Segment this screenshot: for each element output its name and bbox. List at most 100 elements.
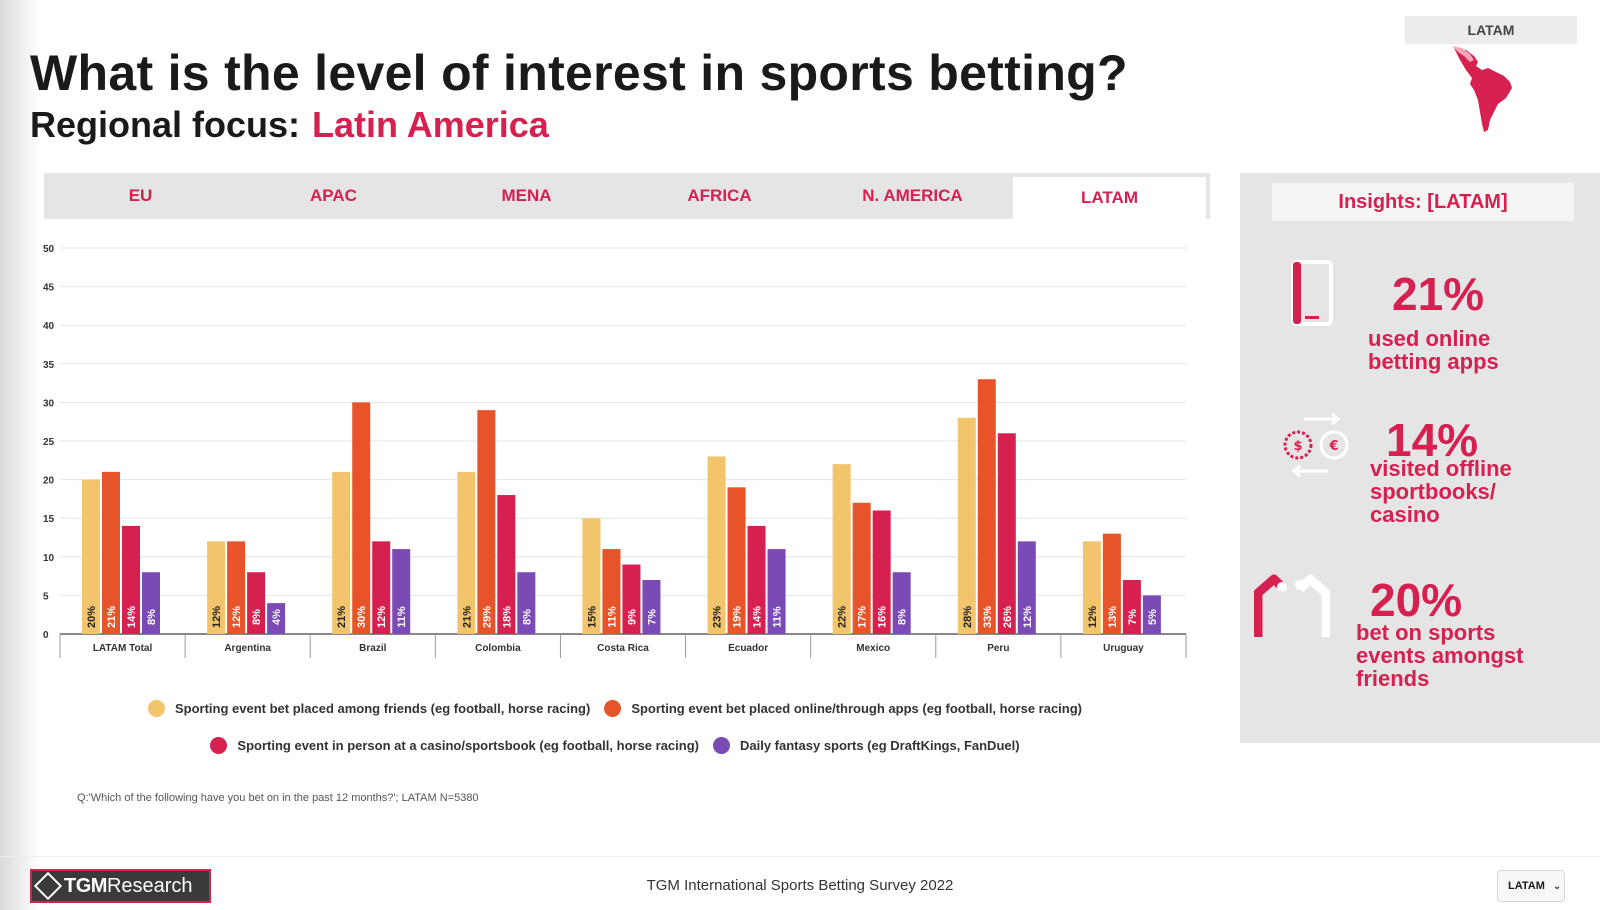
data-label: 11% — [606, 606, 618, 628]
x-tick-label: Argentina — [224, 643, 271, 654]
insight-2-line-2: sportbooks/ — [1370, 479, 1496, 504]
legend-item-casino: Sporting event in person at a casino/spo… — [210, 737, 699, 754]
data-label: 21% — [336, 606, 348, 628]
y-tick-label: 25 — [43, 437, 55, 448]
bar — [957, 417, 976, 634]
y-tick-label: 30 — [43, 398, 55, 409]
region-select-value: LATAM — [1508, 880, 1545, 892]
data-label: 18% — [501, 606, 513, 628]
insight-3-percent: 20% — [1370, 574, 1463, 626]
data-label: 5% — [1147, 609, 1159, 625]
insight-2-percent: 14% — [1386, 414, 1479, 466]
bar — [497, 495, 516, 634]
tab-apac[interactable]: APAC — [310, 186, 357, 205]
legend-row-1: Sporting event bet placed among friends … — [0, 700, 1230, 717]
insight-3-line-3: friends — [1356, 666, 1430, 691]
footer-divider — [0, 856, 1600, 857]
bar — [1142, 595, 1161, 634]
tab-africa[interactable]: AFRICA — [687, 186, 752, 205]
region-select[interactable]: LATAM ⌄ — [1497, 870, 1565, 902]
tab-latam[interactable]: LATAM — [1013, 177, 1206, 219]
bar — [207, 541, 226, 634]
bar — [872, 510, 891, 634]
insight-1-line-2: betting apps — [1368, 349, 1499, 374]
tab-mena[interactable]: MENA — [501, 186, 552, 205]
data-label: 4% — [271, 609, 283, 625]
region-label: LATAM — [1405, 16, 1577, 44]
data-label: 14% — [126, 606, 138, 628]
data-label: 16% — [877, 606, 889, 628]
bar — [82, 479, 100, 634]
tab-eu[interactable]: EU — [128, 186, 153, 205]
insight-1-text: used online betting apps — [1368, 327, 1499, 373]
bar — [247, 572, 266, 634]
svg-text:$: $ — [1293, 439, 1302, 454]
tab-n-america[interactable]: N. AMERICA — [862, 186, 963, 205]
latam-map-icon — [1452, 46, 1512, 132]
insight-1-percent: 21% — [1392, 268, 1485, 320]
data-label: 8% — [146, 609, 158, 625]
left-edge-shadow — [0, 0, 40, 910]
bar — [392, 549, 411, 634]
data-label: 23% — [712, 606, 724, 628]
data-label: 28% — [962, 606, 974, 628]
subtitle-region: Latin America — [312, 104, 549, 145]
bar — [727, 487, 746, 634]
data-label: 11% — [396, 606, 408, 628]
data-label: 8% — [251, 609, 263, 625]
bar — [372, 541, 391, 634]
bar — [832, 464, 851, 634]
currency-exchange-icon: $ € — [1283, 412, 1349, 477]
bar — [142, 572, 160, 634]
y-tick-label: 15 — [43, 514, 55, 525]
bar — [767, 549, 786, 634]
data-label: 26% — [1002, 606, 1014, 628]
insight-3-line-2: events amongst — [1356, 643, 1524, 668]
x-tick-label: Peru — [987, 643, 1009, 654]
data-label: 12% — [211, 606, 223, 628]
legend-item-online: Sporting event bet placed online/through… — [604, 700, 1082, 717]
bar — [102, 471, 120, 634]
y-tick-label: 20 — [43, 476, 55, 487]
data-label: 7% — [1127, 609, 1139, 625]
bar — [707, 456, 726, 634]
data-label: 15% — [586, 606, 598, 628]
data-label: 17% — [857, 606, 869, 628]
data-label: 21% — [106, 606, 118, 628]
bar — [582, 518, 601, 634]
y-tick-label: 45 — [43, 283, 55, 294]
footer-survey-title: TGM International Sports Betting Survey … — [646, 877, 954, 894]
survey-note: Q:'Which of the following have you bet o… — [77, 792, 479, 804]
x-tick-label: LATAM Total — [93, 643, 153, 654]
page-title: What is the level of interest in sports … — [30, 45, 1128, 101]
data-label: 21% — [461, 606, 473, 628]
data-label: 7% — [646, 609, 658, 625]
tgm-logo: TGM Research — [30, 869, 211, 903]
x-tick-label: Colombia — [475, 643, 521, 654]
region-tabs: EU APAC MENA AFRICA N. AMERICA LATAM — [44, 173, 1210, 219]
data-label: 33% — [982, 606, 994, 628]
insight-3-text: bet on sports events amongst friends — [1356, 621, 1524, 690]
data-label: 14% — [752, 606, 764, 628]
x-tick-label: Brazil — [359, 643, 386, 654]
logo-text-tgm: TGM — [64, 874, 107, 897]
bar — [622, 564, 641, 634]
data-label: 29% — [481, 606, 493, 628]
bar — [977, 379, 996, 634]
bar — [642, 579, 661, 634]
bar — [352, 402, 371, 634]
bar — [1122, 579, 1141, 634]
bar — [997, 433, 1016, 634]
legend-row-2: Sporting event in person at a casino/spo… — [0, 737, 1230, 754]
y-tick-label: 0 — [43, 630, 49, 641]
data-label: 12% — [1022, 606, 1034, 628]
bar — [122, 525, 140, 634]
bar — [332, 471, 351, 634]
insight-2-text: visited offline sportbooks/ casino — [1370, 457, 1512, 526]
insight-1-line-1: used online — [1368, 326, 1491, 351]
legend-swatch-casino — [210, 737, 228, 754]
bar — [1017, 541, 1036, 634]
data-label: 8% — [521, 609, 533, 625]
data-label: 11% — [772, 606, 784, 628]
data-label: 12% — [231, 606, 243, 628]
